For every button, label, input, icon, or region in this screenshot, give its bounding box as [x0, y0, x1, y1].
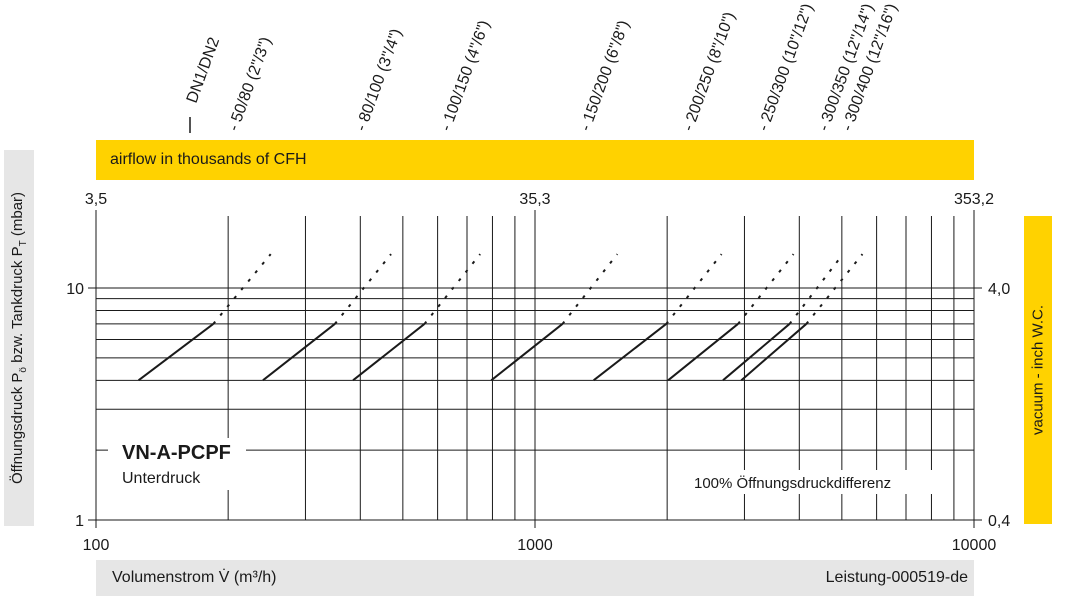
dn-size-label: - 100/150 (4"/6") — [438, 18, 494, 133]
dn-labels: DN1/DN2- 50/80 (2"/3") - 80/100 (3"/4") - … — [184, 2, 901, 134]
series-line-solid — [722, 323, 791, 382]
top-tick-label: 353,2 — [954, 191, 994, 208]
dn-size-label: - 200/250 (8"/10") — [680, 10, 739, 133]
annotation-box — [688, 470, 938, 494]
cfh-band-label: airflow in thousands of CFH — [110, 151, 307, 168]
x-tick-label: 10000 — [952, 537, 997, 554]
dn-size-label: - 80/100 (3"/4") — [353, 27, 406, 134]
series-line-dotted — [423, 253, 481, 325]
series-line-solid — [352, 323, 426, 382]
y-tick-label: 10 — [66, 281, 84, 298]
series-line-solid — [262, 323, 336, 382]
right-tick-label: 0,4 — [988, 513, 1010, 530]
right-tick-label: 4,0 — [988, 281, 1010, 298]
tick-labels: 100 1000 10000 3,5 35,3 353,2 1 10 0,4 4,0 — [66, 191, 1010, 554]
top-tick-label: 35,3 — [519, 191, 550, 208]
series-line-dotted — [212, 253, 272, 325]
series-line-solid — [593, 323, 667, 382]
footer-code: Leistung-000519-de — [825, 569, 968, 586]
top-tick-label: 3,5 — [85, 191, 107, 208]
cfh-band: airflow in thousands of CFH — [96, 140, 974, 180]
series-lines — [137, 253, 864, 382]
dn-header-label: DN1/DN2 — [184, 35, 223, 105]
x-axis-label: Volumenstrom V̇ (m³/h) — [112, 569, 277, 586]
series-line-solid — [490, 323, 564, 382]
xlabel-band: Volumenstrom V̇ (m³/h) Leistung-000519-d… — [96, 560, 974, 596]
x-tick-label: 100 — [83, 537, 110, 554]
series-line-solid — [137, 323, 214, 382]
series-line-dotted — [805, 253, 864, 325]
series-line-dotted — [334, 253, 392, 325]
series-line-dotted — [561, 253, 619, 325]
dn-size-label: - 50/80 (2"/3") — [225, 35, 275, 133]
chart-annotation: 100% Öffnungsdruckdifferenz — [694, 474, 891, 492]
series-line-dotted — [665, 253, 723, 325]
vacuum-band: vacuum - inch W.C. — [1024, 216, 1052, 524]
series-line-dotted — [737, 253, 795, 325]
title-box — [108, 438, 246, 490]
series-line-solid — [740, 323, 807, 382]
x-tick-label: 1000 — [517, 537, 553, 554]
y-tick-label: 1 — [75, 513, 84, 530]
chart-subtitle: Unterdruck — [122, 470, 201, 487]
dn-size-label: - 150/200 (6"/8") — [577, 18, 633, 133]
dn-size-label: - 250/300 (10"/12") — [755, 2, 817, 134]
chart-title: VN-A-PCPF — [122, 442, 231, 464]
series-line-solid — [667, 323, 739, 382]
ylabel-band: Öffnungsdruck Pö bzw. Tankdruck PT (mbar… — [4, 150, 34, 526]
